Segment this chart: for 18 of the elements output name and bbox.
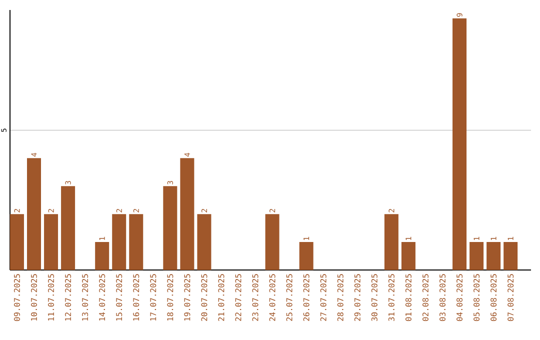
bar	[504, 242, 518, 270]
bar	[384, 214, 398, 270]
bar	[112, 214, 126, 270]
bar	[44, 214, 58, 270]
bar	[180, 158, 194, 270]
bar	[61, 186, 76, 270]
bar	[129, 214, 144, 270]
bar	[10, 214, 24, 270]
bar	[27, 158, 41, 270]
bar	[95, 242, 110, 270]
bar	[470, 242, 484, 270]
bar	[452, 18, 467, 270]
bar	[163, 186, 178, 270]
bar	[401, 242, 416, 270]
bar	[197, 214, 212, 270]
bar	[299, 242, 314, 270]
bar	[486, 242, 501, 270]
bar	[265, 214, 280, 270]
